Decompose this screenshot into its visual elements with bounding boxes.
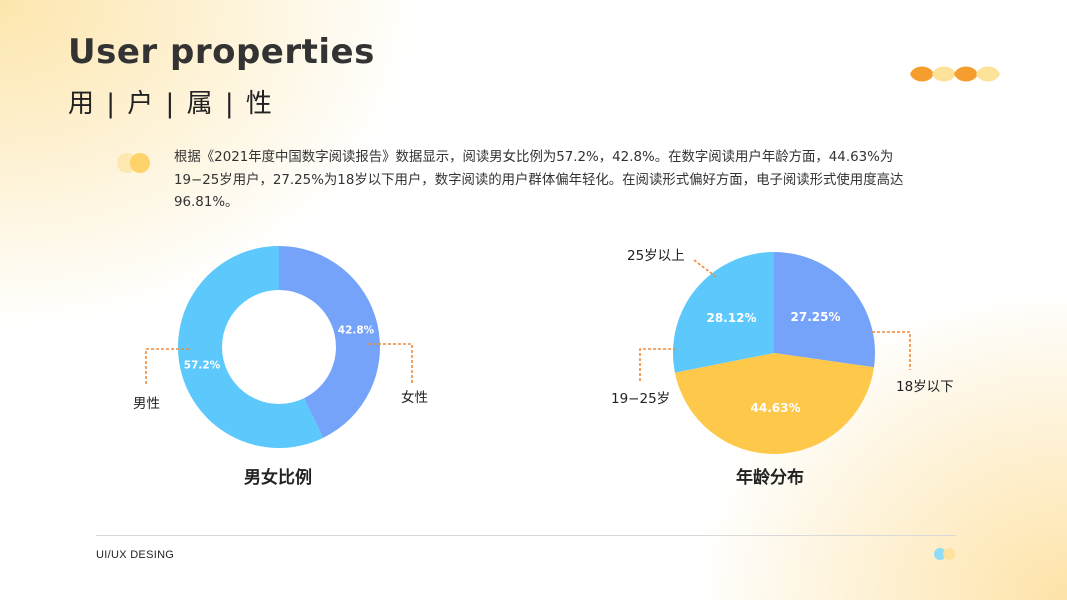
chart2-slice-1 (674, 353, 874, 454)
chart1-category-label-0: 女性 (401, 389, 428, 406)
chart-title-gender: 男女比例 (244, 468, 312, 488)
chart2-category-label-1: 19−25岁 (611, 391, 670, 407)
decorative-petals-icon (910, 66, 1000, 82)
chart1-data-label-0: 42.8% (338, 324, 375, 336)
chart2-leader-2 (693, 259, 717, 278)
chart1-leader-0 (368, 343, 413, 383)
chart2-slice-0 (774, 252, 875, 368)
chart2-slice-2 (673, 252, 774, 373)
chart-title-age: 年龄分布 (736, 468, 804, 488)
chart2-leader-1 (639, 348, 676, 383)
page-title: User properties (68, 32, 375, 72)
chart2-category-label-0: 18岁以下 (896, 379, 954, 395)
gender-donut-chart: 42.8% 57.2% 女性 男性 (133, 246, 428, 448)
chart1-leader-1 (145, 348, 189, 386)
chart1-category-label-1: 男性 (133, 396, 160, 412)
chart1-data-label-1: 57.2% (184, 360, 221, 372)
footer-label: UI/UX DESING (96, 549, 175, 561)
chart2-data-label-1: 44.63% (751, 401, 801, 415)
chart1-slice-1 (177, 246, 324, 448)
age-pie-chart: 27.25% 44.63% 28.12% 18岁以下 19−25岁 25岁以上 (611, 248, 954, 454)
footer-circles-icon (934, 548, 955, 560)
chart2-category-label-2: 25岁以上 (627, 248, 685, 264)
description-text: 根据《2021年度中国数字阅读报告》数据显示，阅读男女比例为57.2%，42.8… (174, 150, 904, 210)
footer-divider (96, 535, 956, 536)
chart2-data-label-0: 27.25% (791, 310, 841, 324)
page-subtitle: 用 | 户 | 属 | 性 (68, 89, 274, 119)
bullet-circles-icon (117, 153, 150, 173)
chart2-leader-0 (872, 331, 911, 370)
chart1-slice-0 (279, 246, 380, 438)
chart2-data-label-2: 28.12% (706, 311, 756, 325)
